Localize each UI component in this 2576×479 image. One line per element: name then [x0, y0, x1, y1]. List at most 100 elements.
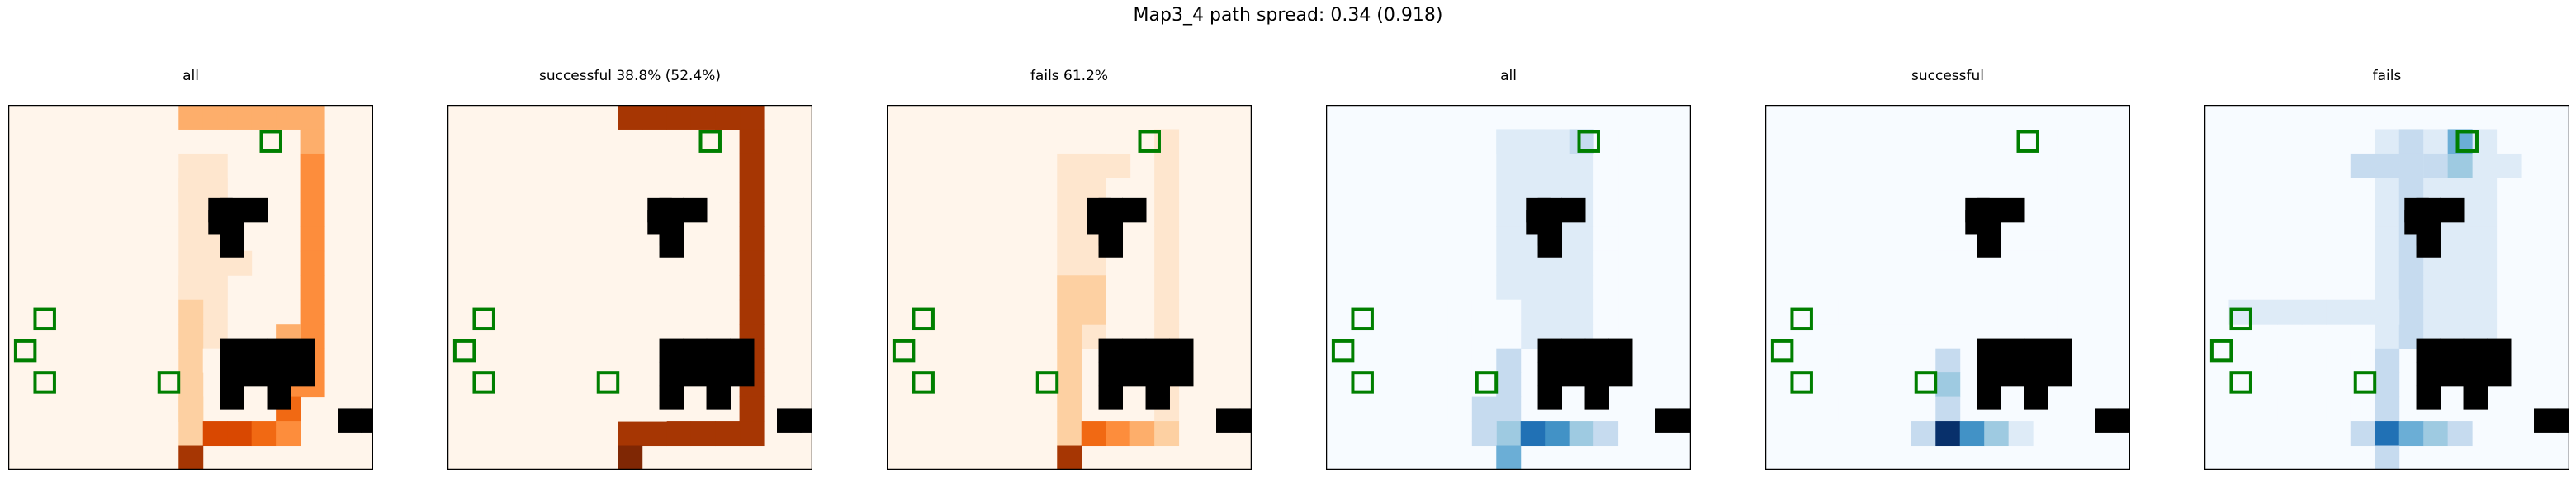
target-marker: [2229, 371, 2252, 394]
wall-cell: [1537, 385, 1563, 410]
heat-cell: [739, 226, 765, 252]
target-marker: [33, 371, 56, 394]
heat-cell: [154, 299, 179, 325]
wall-cell: [2024, 385, 2048, 410]
heat-cell: [642, 153, 667, 178]
heat-cell: [178, 396, 204, 422]
wall-cell: [2463, 338, 2488, 363]
wall-cell: [706, 338, 731, 363]
heat-cell: [276, 421, 301, 447]
heat-cell: [2008, 250, 2034, 276]
target-marker: [698, 130, 722, 153]
heat-cell: [2375, 396, 2400, 422]
wall-cell: [1977, 361, 2002, 387]
heat-cell: [1984, 421, 2010, 447]
heat-cell: [1887, 299, 1912, 325]
heatmap-svg: [1765, 105, 2130, 470]
heat-cell: [1813, 396, 1839, 422]
wall-cell: [2001, 338, 2025, 363]
heat-cell: [2447, 153, 2473, 178]
heat-cell: [1911, 299, 1936, 325]
target-marker: [13, 339, 37, 363]
wall-cell: [2440, 361, 2465, 387]
wall-cell: [2487, 361, 2512, 387]
wall-cell: [1239, 408, 1252, 433]
heat-cell: [1959, 275, 1985, 301]
heat-cell: [1813, 299, 1839, 325]
heat-cell: [2375, 299, 2400, 325]
wall-cell: [1169, 338, 1194, 363]
heat-cell: [178, 324, 204, 349]
heat-cell: [1447, 396, 1473, 422]
heat-cell: [1057, 250, 1082, 276]
heat-cell: [2472, 299, 2498, 325]
heat-cell: [1374, 324, 1399, 349]
wall-cell: [1098, 361, 1124, 387]
heat-cell: [666, 421, 692, 447]
heat-cell: [2033, 226, 2058, 252]
heat-cell: [1057, 105, 1082, 130]
heat-cell: [1935, 226, 1961, 252]
heat-cell: [618, 178, 643, 203]
panel-frame: [447, 105, 812, 470]
heat-cell: [1374, 299, 1399, 325]
panel-frame: [2204, 105, 2569, 470]
heat-cell: [1545, 275, 1570, 301]
heat-cell: [618, 105, 643, 130]
heat-cell: [1935, 275, 1961, 301]
wall-cell: [659, 338, 684, 363]
heat-cell: [154, 324, 179, 349]
heat-cell: [2472, 202, 2498, 227]
target-marker: [1577, 130, 1600, 153]
target-marker: [912, 371, 935, 394]
wall-cell: [2487, 338, 2512, 363]
wall-cell: [1561, 361, 1586, 387]
heat-cell: [1399, 372, 1424, 398]
wall-cell: [1145, 385, 1170, 410]
heat-cell: [1057, 153, 1082, 178]
wall-cell: [244, 338, 268, 363]
panel-frame: [887, 105, 1252, 470]
panel-frame: [1326, 105, 1691, 470]
wall-cell: [1537, 338, 1563, 363]
target-marker: [1138, 130, 1161, 153]
heat-cell: [2326, 396, 2351, 422]
wall-cell: [1584, 385, 1609, 410]
heat-cell: [2008, 153, 2034, 178]
wall-cell: [2416, 233, 2441, 258]
heat-cell: [227, 421, 253, 447]
heat-cell: [1496, 153, 1522, 178]
wall-cell: [1977, 338, 2002, 363]
target-marker: [1790, 371, 1813, 394]
heat-cell: [2423, 421, 2449, 447]
heat-cell: [2447, 421, 2473, 447]
heat-cell: [1496, 178, 1522, 203]
heat-cell: [1471, 421, 1497, 447]
heat-cell: [618, 153, 643, 178]
heat-cell: [300, 153, 325, 178]
wall-cell: [2416, 338, 2441, 363]
wall-cell: [730, 338, 755, 363]
heat-cell: [300, 226, 325, 252]
heat-cell: [1178, 105, 1204, 130]
heat-cell: [1569, 299, 1594, 325]
target-marker: [2455, 130, 2479, 153]
heat-cell: [642, 421, 667, 447]
heat-cell: [178, 275, 204, 301]
heat-cell: [2375, 202, 2400, 227]
panel-title: successful 38.8% (52.4%): [538, 68, 722, 84]
heat-cell: [1838, 299, 1863, 325]
heat-cell: [1399, 396, 1424, 422]
heat-cell: [1471, 324, 1497, 349]
target-marker: [259, 130, 282, 153]
heat-cell: [2350, 348, 2375, 373]
heat-cell: [178, 105, 204, 130]
heat-cell: [2398, 299, 2424, 325]
wall-cell: [659, 361, 684, 387]
heat-cell: [1935, 348, 1961, 373]
panel-title: fails: [2372, 68, 2402, 84]
heat-cell: [1520, 299, 1546, 325]
heat-cell: [2423, 153, 2449, 178]
target-marker: [912, 307, 935, 331]
heatmap-svg: [2204, 105, 2569, 470]
